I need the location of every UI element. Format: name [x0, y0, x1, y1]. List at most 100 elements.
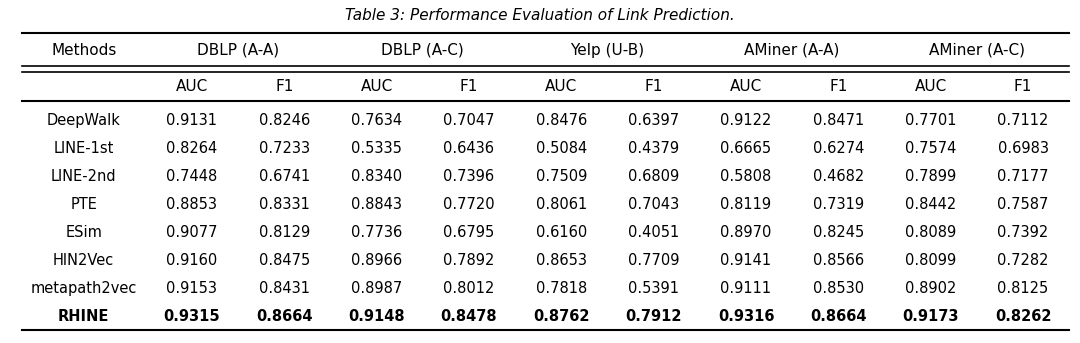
- Text: 0.7448: 0.7448: [166, 169, 217, 184]
- Text: 0.7396: 0.7396: [444, 169, 495, 184]
- Text: 0.7892: 0.7892: [443, 253, 495, 268]
- Text: 0.9141: 0.9141: [720, 253, 771, 268]
- Text: 0.8262: 0.8262: [995, 309, 1051, 324]
- Text: AMiner (A-A): AMiner (A-A): [744, 43, 840, 58]
- Text: 0.8475: 0.8475: [259, 253, 310, 268]
- Text: 0.9160: 0.9160: [166, 253, 217, 268]
- Text: AUC: AUC: [730, 79, 762, 94]
- Text: 0.5084: 0.5084: [536, 141, 586, 156]
- Text: DBLP (A-A): DBLP (A-A): [197, 43, 280, 58]
- Text: 0.8442: 0.8442: [905, 197, 956, 212]
- Text: 0.8119: 0.8119: [720, 197, 771, 212]
- Text: AMiner (A-C): AMiner (A-C): [929, 43, 1025, 58]
- Text: AUC: AUC: [545, 79, 578, 94]
- Text: 0.9077: 0.9077: [166, 225, 218, 240]
- Text: Methods: Methods: [51, 43, 117, 58]
- Text: 0.8664: 0.8664: [810, 309, 866, 324]
- Text: 0.7720: 0.7720: [443, 197, 495, 212]
- Text: 0.8653: 0.8653: [536, 253, 586, 268]
- Text: LINE-2nd: LINE-2nd: [51, 169, 117, 184]
- Text: 0.5391: 0.5391: [629, 281, 679, 296]
- Text: 0.8966: 0.8966: [351, 253, 402, 268]
- Text: 0.7912: 0.7912: [625, 309, 681, 324]
- Text: 0.6665: 0.6665: [720, 141, 771, 156]
- Text: 0.6983: 0.6983: [998, 141, 1049, 156]
- Text: 0.7112: 0.7112: [997, 113, 1049, 128]
- Text: 0.8566: 0.8566: [813, 253, 864, 268]
- Text: 0.9316: 0.9316: [718, 309, 774, 324]
- Text: 0.6741: 0.6741: [259, 169, 310, 184]
- Text: 0.8843: 0.8843: [351, 197, 402, 212]
- Text: 0.7709: 0.7709: [627, 253, 679, 268]
- Text: 0.8530: 0.8530: [813, 281, 864, 296]
- Text: 0.4051: 0.4051: [629, 225, 679, 240]
- Text: 0.7392: 0.7392: [998, 225, 1049, 240]
- Text: 0.7736: 0.7736: [351, 225, 402, 240]
- Text: 0.6436: 0.6436: [444, 141, 495, 156]
- Text: RHINE: RHINE: [58, 309, 109, 324]
- Text: Yelp (U-B): Yelp (U-B): [570, 43, 645, 58]
- Text: 0.7043: 0.7043: [629, 197, 679, 212]
- Text: DeepWalk: DeepWalk: [46, 113, 121, 128]
- Text: 0.5335: 0.5335: [351, 141, 402, 156]
- Text: metapath2vec: metapath2vec: [30, 281, 137, 296]
- Text: 0.5808: 0.5808: [720, 169, 771, 184]
- Text: 0.7047: 0.7047: [443, 113, 495, 128]
- Text: DBLP (A-C): DBLP (A-C): [381, 43, 464, 58]
- Text: 0.8664: 0.8664: [256, 309, 312, 324]
- Text: 0.9122: 0.9122: [720, 113, 772, 128]
- Text: 0.7509: 0.7509: [536, 169, 588, 184]
- Text: 0.9173: 0.9173: [903, 309, 959, 324]
- Text: 0.6795: 0.6795: [444, 225, 495, 240]
- Text: F1: F1: [645, 79, 663, 94]
- Text: 0.8340: 0.8340: [351, 169, 402, 184]
- Text: 0.4379: 0.4379: [629, 141, 679, 156]
- Text: 0.9148: 0.9148: [349, 309, 405, 324]
- Text: 0.8246: 0.8246: [259, 113, 310, 128]
- Text: 0.4682: 0.4682: [813, 169, 864, 184]
- Text: 0.8471: 0.8471: [813, 113, 864, 128]
- Text: F1: F1: [829, 79, 848, 94]
- Text: 0.8129: 0.8129: [259, 225, 310, 240]
- Text: AUC: AUC: [915, 79, 947, 94]
- Text: 0.8970: 0.8970: [720, 225, 772, 240]
- Text: 0.8061: 0.8061: [536, 197, 586, 212]
- Text: 0.9153: 0.9153: [166, 281, 217, 296]
- Text: 0.6809: 0.6809: [629, 169, 679, 184]
- Text: 0.8431: 0.8431: [259, 281, 310, 296]
- Text: 0.9111: 0.9111: [720, 281, 771, 296]
- Text: Table 3: Performance Evaluation of Link Prediction.: Table 3: Performance Evaluation of Link …: [346, 8, 734, 23]
- Text: 0.8987: 0.8987: [351, 281, 402, 296]
- Text: F1: F1: [275, 79, 294, 94]
- Text: F1: F1: [1014, 79, 1032, 94]
- Text: 0.7177: 0.7177: [997, 169, 1049, 184]
- Text: LINE-1st: LINE-1st: [54, 141, 113, 156]
- Text: 0.7282: 0.7282: [997, 253, 1049, 268]
- Text: HIN2Vec: HIN2Vec: [53, 253, 114, 268]
- Text: 0.8089: 0.8089: [905, 225, 956, 240]
- Text: 0.7899: 0.7899: [905, 169, 956, 184]
- Text: AUC: AUC: [361, 79, 393, 94]
- Text: 0.8264: 0.8264: [166, 141, 217, 156]
- Text: 0.6397: 0.6397: [629, 113, 679, 128]
- Text: 0.7818: 0.7818: [536, 281, 586, 296]
- Text: F1: F1: [460, 79, 478, 94]
- Text: 0.8476: 0.8476: [536, 113, 586, 128]
- Text: 0.7319: 0.7319: [813, 197, 864, 212]
- Text: 0.8331: 0.8331: [259, 197, 310, 212]
- Text: ESim: ESim: [65, 225, 103, 240]
- Text: 0.8853: 0.8853: [166, 197, 217, 212]
- Text: 0.6160: 0.6160: [536, 225, 586, 240]
- Text: 0.7574: 0.7574: [905, 141, 957, 156]
- Text: 0.6274: 0.6274: [812, 141, 864, 156]
- Text: 0.7587: 0.7587: [997, 197, 1049, 212]
- Text: 0.9315: 0.9315: [164, 309, 220, 324]
- Text: PTE: PTE: [70, 197, 97, 212]
- Text: 0.8012: 0.8012: [443, 281, 495, 296]
- Text: 0.7233: 0.7233: [259, 141, 310, 156]
- Text: 0.8902: 0.8902: [905, 281, 957, 296]
- Text: 0.8125: 0.8125: [998, 281, 1049, 296]
- Text: 0.8245: 0.8245: [813, 225, 864, 240]
- Text: AUC: AUC: [176, 79, 208, 94]
- Text: 0.7701: 0.7701: [905, 113, 957, 128]
